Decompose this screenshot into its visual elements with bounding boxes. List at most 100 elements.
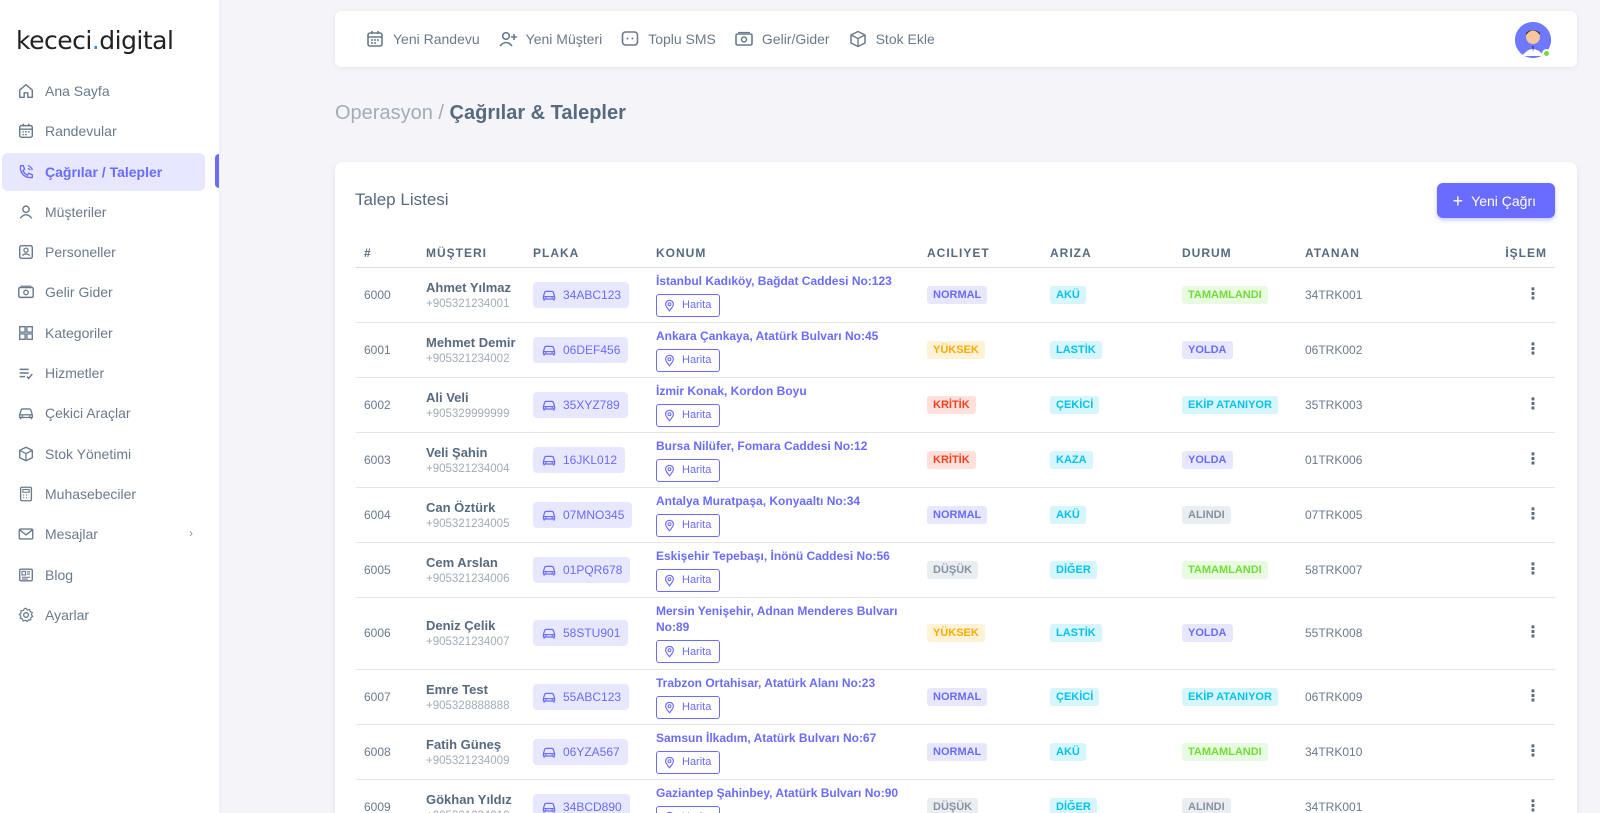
sidebar-item-4[interactable]: Personeller <box>2 233 205 271</box>
more-vertical-icon[interactable]: ⋮ <box>1525 395 1541 413</box>
shortcut-0[interactable]: Yeni Randevu <box>365 29 480 49</box>
location-text[interactable]: Trabzon Ortahisar, Atatürk Alanı No:23 <box>656 675 876 690</box>
more-vertical-icon[interactable]: ⋮ <box>1525 285 1541 303</box>
urgency-cell: NORMAL <box>919 669 1042 725</box>
table-row[interactable]: 6004 Can Öztürk +905321234005 07MNO345 Antal… <box>356 487 1555 543</box>
request-id: 6009 <box>356 779 418 813</box>
sidebar-item-0[interactable]: Ana Sayfa <box>2 72 205 110</box>
status-badge: EKİP ATANIYOR <box>1182 395 1278 414</box>
column-header: Atanan <box>1297 240 1437 268</box>
map-pin-icon <box>663 574 676 587</box>
plate-number: 34ABC123 <box>563 287 622 302</box>
action-cell: ⋮ <box>1437 597 1555 670</box>
more-vertical-icon[interactable]: ⋮ <box>1525 624 1541 641</box>
location-text[interactable]: Samsun İlkadım, Atatürk Bulvarı No:67 <box>656 730 877 745</box>
map-button[interactable]: Harita <box>656 293 721 317</box>
sidebar-item-6[interactable]: Kategoriler <box>2 314 205 352</box>
shortcut-2[interactable]: Toplu SMS <box>620 29 716 49</box>
shortcut-1[interactable]: Yeni Müşteri <box>498 29 602 49</box>
user-plus-icon <box>498 29 518 49</box>
sidebar-item-11[interactable]: Mesajlar › <box>2 515 205 553</box>
sidebar-item-5[interactable]: Gelir Gider <box>2 273 205 311</box>
map-button[interactable]: Harita <box>656 458 721 482</box>
avatar[interactable] <box>1515 22 1551 58</box>
customer-name[interactable]: Mehmet Demir <box>426 334 516 350</box>
fault-badge: AKÜ <box>1050 742 1086 761</box>
location-text[interactable]: Gaziantep Şahinbey, Atatürk Bulvarı No:9… <box>656 785 899 800</box>
sidebar-item-12[interactable]: Blog <box>2 556 205 594</box>
location-text[interactable]: İzmir Konak, Kordon Boyu <box>656 383 807 398</box>
sidebar-item-10[interactable]: Muhasebeciler <box>2 475 205 513</box>
table-row[interactable]: 6007 Emre Test +905328888888 55ABC123 Trabzo… <box>356 669 1555 725</box>
customer-name[interactable]: Cem Arslan <box>426 554 498 570</box>
map-button[interactable]: Harita <box>656 568 721 592</box>
map-pin-icon <box>663 645 676 658</box>
sidebar-item-9[interactable]: Stok Yönetimi <box>2 435 205 473</box>
table-row[interactable]: 6005 Cem Arslan +905321234006 01PQR678 Eskiş… <box>356 542 1555 598</box>
assigned-vehicle: 34TRK001 <box>1297 267 1437 323</box>
more-vertical-icon[interactable]: ⋮ <box>1525 340 1541 358</box>
customer-name[interactable]: Emre Test <box>426 681 488 697</box>
location-text[interactable]: Eskişehir Tepebaşı, İnönü Caddesi No:56 <box>656 548 890 563</box>
table-row[interactable]: 6006 Deniz Çelik +905321234007 58STU901 Mers… <box>356 597 1555 670</box>
sidebar-item-label: Hizmetler <box>45 365 105 382</box>
new-call-button[interactable]: + Yeni Çağrı <box>1436 183 1555 218</box>
customer-name[interactable]: Ali Veli <box>426 389 469 405</box>
status-badge: TAMAMLANDI <box>1182 285 1268 304</box>
map-button[interactable]: Harita <box>656 750 721 774</box>
map-pin-icon <box>663 354 676 367</box>
request-id: 6000 <box>356 267 418 323</box>
customer-name[interactable]: Ahmet Yılmaz <box>426 279 512 295</box>
customer-phone: +905321234005 <box>426 517 510 530</box>
customer-name[interactable]: Gökhan Yıldız <box>426 791 512 807</box>
car-icon <box>541 507 557 523</box>
map-button[interactable]: Harita <box>656 640 721 663</box>
sidebar-item-1[interactable]: Randevular <box>2 112 205 150</box>
location-text[interactable]: Bursa Nilüfer, Fomara Caddesi No:12 <box>656 438 868 453</box>
location-text[interactable]: İstanbul Kadıköy, Bağdat Caddesi No:123 <box>656 273 892 288</box>
customer-name[interactable]: Veli Şahin <box>426 444 488 460</box>
more-vertical-icon[interactable]: ⋮ <box>1525 505 1541 523</box>
sidebar-item-8[interactable]: Çekici Araçlar <box>2 394 205 432</box>
map-button[interactable]: Harita <box>656 348 721 372</box>
urgency-cell: DÜŞÜK <box>919 779 1042 813</box>
customer-cell: Ahmet Yılmaz +905321234001 <box>418 267 525 323</box>
table-row[interactable]: 6008 Fatih Güneş +905321234009 06YZA567 Sams… <box>356 724 1555 780</box>
sidebar-item-13[interactable]: Ayarlar <box>2 596 205 634</box>
breadcrumb-parent[interactable]: Operasyon <box>335 102 433 124</box>
shortcut-4[interactable]: Stok Ekle <box>848 29 935 49</box>
customer-name[interactable]: Deniz Çelik <box>426 618 496 633</box>
customer-cell: Can Öztürk +905321234005 <box>418 487 525 543</box>
location-text[interactable]: Ankara Çankaya, Atatürk Bulvarı No:45 <box>656 328 879 343</box>
map-button[interactable]: Harita <box>656 695 721 719</box>
more-vertical-icon[interactable]: ⋮ <box>1525 687 1541 705</box>
map-button-label: Harita <box>682 574 712 586</box>
user-icon <box>17 203 35 221</box>
table-row[interactable]: 6009 Gökhan Yıldız +905321234010 34BCD890 Ga… <box>356 779 1555 813</box>
sidebar-item-7[interactable]: Hizmetler <box>2 354 205 392</box>
location-text[interactable]: Mersin Yenişehir, Adnan Menderes Bulvarı… <box>656 604 898 634</box>
sidebar-item-2[interactable]: Çağrılar / Talepler <box>2 152 205 191</box>
assigned-vehicle: 58TRK007 <box>1297 542 1437 598</box>
customer-name[interactable]: Can Öztürk <box>426 499 496 515</box>
more-vertical-icon[interactable]: ⋮ <box>1525 742 1541 760</box>
urgency-badge: NORMAL <box>927 285 988 304</box>
customer-name[interactable]: Fatih Güneş <box>426 736 502 752</box>
map-pin-icon <box>663 519 676 532</box>
top-navbar: Yeni Randevu Yeni Müşteri Toplu SMS Gelir/G… <box>335 11 1577 67</box>
table-row[interactable]: 6003 Veli Şahin +905321234004 16JKL012 Bursa… <box>356 432 1555 488</box>
table-row[interactable]: 6000 Ahmet Yılmaz +905321234001 34ABC123 İst… <box>356 267 1555 323</box>
more-vertical-icon[interactable]: ⋮ <box>1525 450 1541 468</box>
brand-logo[interactable]: kececi.digital <box>16 26 174 55</box>
more-vertical-icon[interactable]: ⋮ <box>1525 560 1541 578</box>
table-row[interactable]: 6001 Mehmet Demir +905321234002 06DEF456 Ank… <box>356 322 1555 378</box>
sidebar-item-3[interactable]: Müşteriler <box>2 193 205 231</box>
map-button[interactable]: Harita <box>656 403 721 427</box>
map-button[interactable]: Harita <box>656 513 721 537</box>
more-vertical-icon[interactable]: ⋮ <box>1525 797 1541 813</box>
location-text[interactable]: Antalya Muratpaşa, Konyaaltı No:34 <box>656 493 861 508</box>
map-button[interactable]: Harita <box>656 805 721 813</box>
shortcut-3[interactable]: Gelir/Gider <box>734 29 830 49</box>
table-row[interactable]: 6002 Ali Veli +905329999999 35XYZ789 İzmir K… <box>356 377 1555 433</box>
customer-phone: +905321234006 <box>426 572 510 585</box>
